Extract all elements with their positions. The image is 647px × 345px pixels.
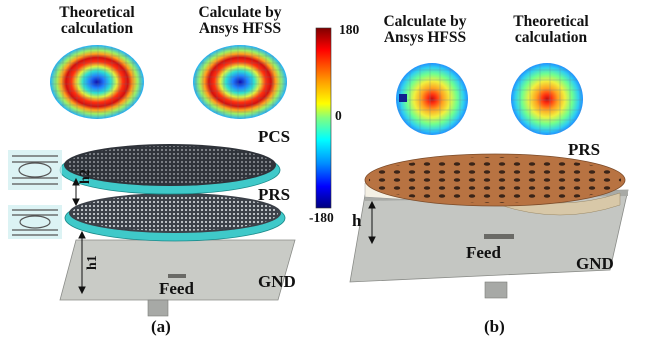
prs-unit-cell-inset bbox=[8, 205, 62, 239]
phase-map-theoretical-a bbox=[50, 45, 144, 119]
phase-map-hfss-b bbox=[396, 63, 468, 135]
map-title-theoretical-b: Theoretical calculation bbox=[513, 13, 589, 47]
pcs-layer-a bbox=[59, 144, 281, 195]
map-title-hfss-b: Calculate by Ansys HFSS bbox=[383, 13, 467, 47]
caption-b: (b) bbox=[484, 317, 505, 336]
height-arrows-a bbox=[72, 177, 86, 295]
gnd-label-a: GND bbox=[258, 272, 296, 291]
gnd-label-b: GND bbox=[576, 254, 614, 273]
h1-label: h1 bbox=[85, 255, 100, 270]
prs-label-a: PRS bbox=[258, 185, 291, 204]
prs-layer-a bbox=[64, 193, 286, 242]
caption-a: (a) bbox=[151, 317, 171, 336]
colorbar-max: 180 bbox=[339, 22, 360, 37]
height-arrow-b bbox=[368, 200, 376, 245]
gnd-plane-a bbox=[59, 239, 296, 317]
h2-label: h2 bbox=[78, 169, 93, 184]
map-title-hfss-a: Calculate by Ansys HFSS bbox=[198, 4, 282, 38]
phase-map-hfss-a bbox=[193, 45, 287, 119]
prs-layer-b bbox=[364, 153, 626, 216]
colorbar-mid: 0 bbox=[335, 108, 342, 123]
h-label-b: h bbox=[352, 211, 362, 230]
feed-label-b: Feed bbox=[466, 243, 501, 262]
colorbar bbox=[315, 27, 332, 209]
map-title-theoretical-a: Theoretical calculation bbox=[59, 4, 135, 38]
pcs-unit-cell-inset bbox=[8, 150, 62, 190]
phase-map-theoretical-b bbox=[511, 63, 583, 135]
pcs-label: PCS bbox=[258, 127, 291, 146]
feed-label-a: Feed bbox=[159, 279, 194, 298]
prs-label-b: PRS bbox=[568, 140, 601, 159]
colorbar-min: -180 bbox=[309, 210, 334, 225]
